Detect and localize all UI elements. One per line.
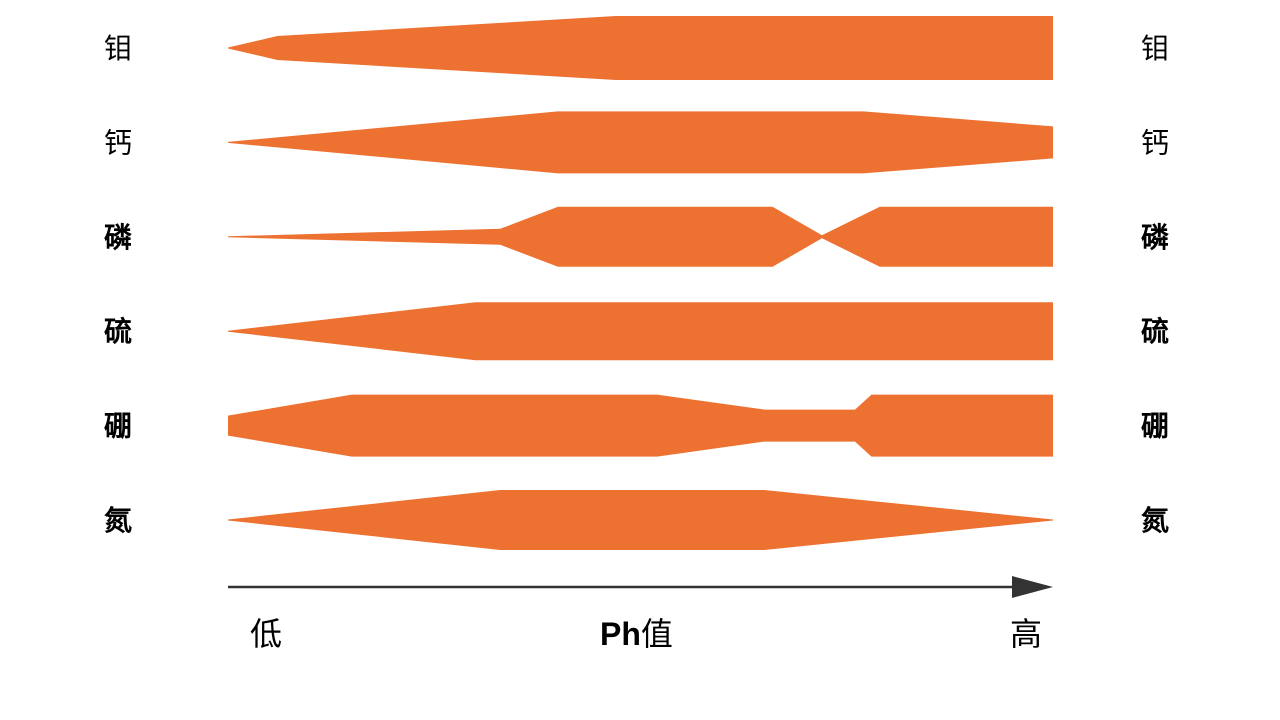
left-element-label-4: 硫	[104, 315, 132, 348]
axis-title-ph: Ph	[600, 616, 641, 652]
left-element-label-5: 硼	[104, 410, 132, 443]
band-1	[228, 16, 1053, 80]
left-element-label-1: 钼	[104, 32, 132, 65]
band-5	[228, 394, 1053, 457]
band-2	[228, 111, 1053, 174]
right-element-label-4: 硫	[1141, 315, 1169, 348]
left-element-label-3: 磷	[104, 221, 132, 254]
axis-arrow-head	[1012, 576, 1053, 598]
right-element-label-1: 钼	[1141, 32, 1169, 65]
nutrient-bands	[228, 16, 1053, 550]
right-element-label-5: 硼	[1141, 410, 1169, 443]
ph-axis: 低 Ph值 高	[228, 576, 1053, 653]
axis-high-label: 高	[1010, 615, 1042, 653]
right-element-label-3: 磷	[1141, 221, 1169, 254]
band-3	[228, 206, 1053, 267]
axis-title: Ph值	[600, 615, 673, 653]
axis-title-value: 值	[641, 615, 673, 653]
right-element-label-2: 钙	[1141, 126, 1169, 159]
left-element-label-6: 氮	[104, 504, 132, 537]
band-6	[228, 490, 1053, 550]
band-4	[228, 302, 1053, 361]
right-element-label-6: 氮	[1141, 504, 1169, 537]
axis-low-label: 低	[250, 615, 282, 653]
left-element-label-2: 钙	[104, 126, 132, 159]
